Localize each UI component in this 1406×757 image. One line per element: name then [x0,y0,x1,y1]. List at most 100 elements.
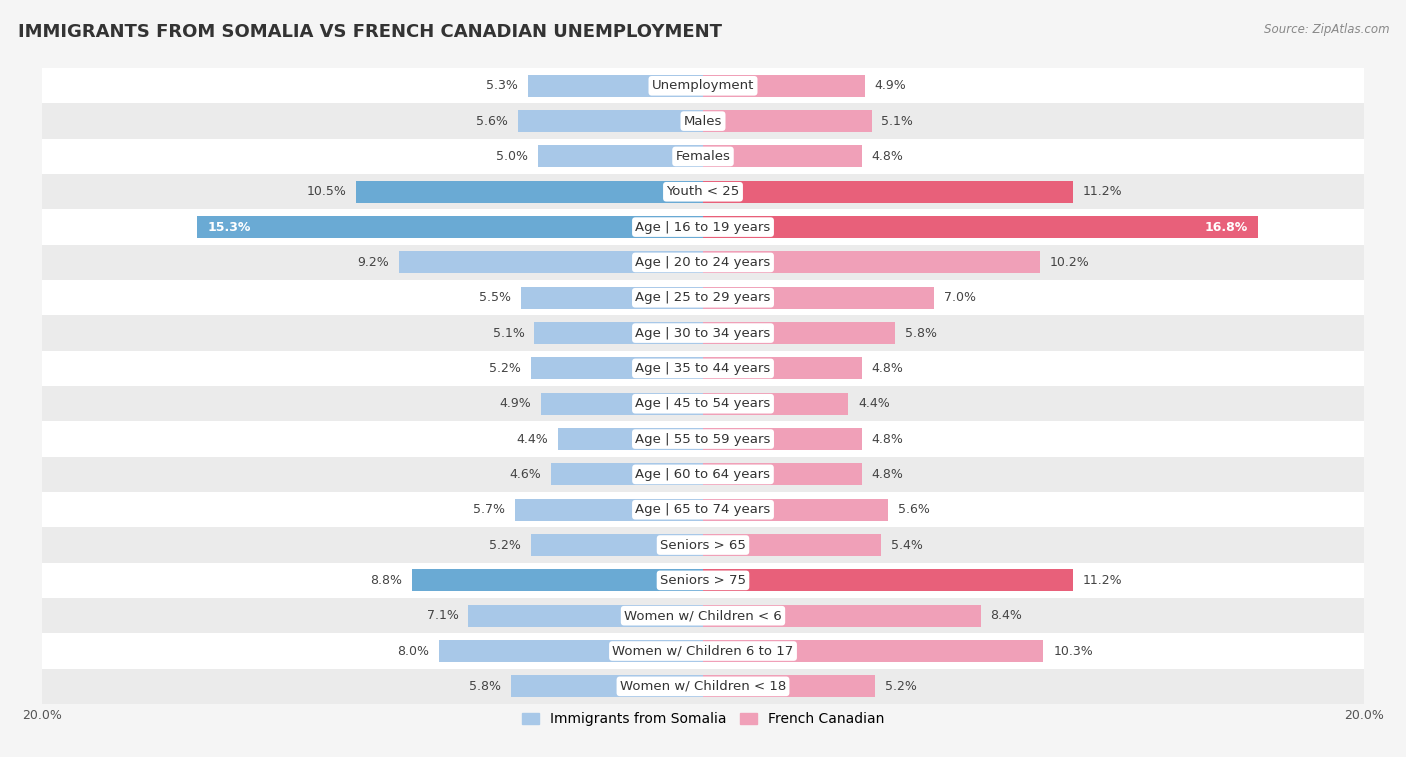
Bar [42,456,1364,492]
Bar [703,251,1040,273]
Bar [703,605,980,627]
Bar [703,499,889,521]
Bar [541,393,703,415]
Text: 10.2%: 10.2% [1050,256,1090,269]
Text: 4.9%: 4.9% [499,397,531,410]
Bar [703,675,875,697]
Bar [42,668,1364,704]
Text: Age | 16 to 19 years: Age | 16 to 19 years [636,220,770,234]
Bar [703,181,1073,203]
Bar [42,174,1364,210]
Bar [522,287,703,309]
Text: Seniors > 65: Seniors > 65 [659,538,747,552]
Text: Age | 45 to 54 years: Age | 45 to 54 years [636,397,770,410]
Bar [42,280,1364,316]
Bar [703,287,934,309]
Bar [42,245,1364,280]
Bar [703,640,1043,662]
Text: Age | 65 to 74 years: Age | 65 to 74 years [636,503,770,516]
Text: 4.4%: 4.4% [858,397,890,410]
Bar [703,357,862,379]
Text: 5.0%: 5.0% [496,150,527,163]
Bar [703,145,862,167]
Bar [512,675,703,697]
Bar [42,528,1364,562]
Bar [42,422,1364,456]
Text: IMMIGRANTS FROM SOMALIA VS FRENCH CANADIAN UNEMPLOYMENT: IMMIGRANTS FROM SOMALIA VS FRENCH CANADI… [18,23,723,41]
Text: 8.4%: 8.4% [990,609,1022,622]
Text: Age | 20 to 24 years: Age | 20 to 24 years [636,256,770,269]
Bar [703,217,1258,238]
Bar [42,634,1364,668]
Bar [537,145,703,167]
Text: 9.2%: 9.2% [357,256,389,269]
Bar [527,75,703,97]
Bar [356,181,703,203]
Text: 5.2%: 5.2% [884,680,917,693]
Bar [703,322,894,344]
Text: 5.5%: 5.5% [479,291,512,304]
Bar [703,569,1073,591]
Text: 5.1%: 5.1% [492,326,524,340]
Bar [703,75,865,97]
Bar [42,316,1364,350]
Bar [531,357,703,379]
Text: 15.3%: 15.3% [207,220,250,234]
Text: Age | 30 to 34 years: Age | 30 to 34 years [636,326,770,340]
Text: Females: Females [675,150,731,163]
Bar [703,393,848,415]
Bar [412,569,703,591]
Bar [42,562,1364,598]
Text: 8.8%: 8.8% [370,574,402,587]
Text: Source: ZipAtlas.com: Source: ZipAtlas.com [1264,23,1389,36]
Text: 4.8%: 4.8% [872,150,904,163]
Text: 5.4%: 5.4% [891,538,924,552]
Bar [42,386,1364,422]
Text: 4.8%: 4.8% [872,432,904,446]
Text: Age | 60 to 64 years: Age | 60 to 64 years [636,468,770,481]
Text: 4.8%: 4.8% [872,468,904,481]
Bar [531,534,703,556]
Text: Youth < 25: Youth < 25 [666,185,740,198]
Bar [42,68,1364,104]
Text: 5.8%: 5.8% [470,680,502,693]
Text: Women w/ Children 6 to 17: Women w/ Children 6 to 17 [613,644,793,658]
Text: 10.5%: 10.5% [307,185,346,198]
Bar [42,350,1364,386]
Bar [558,428,703,450]
Text: 11.2%: 11.2% [1083,185,1122,198]
Text: 11.2%: 11.2% [1083,574,1122,587]
Bar [551,463,703,485]
Bar [534,322,703,344]
Text: Women w/ Children < 6: Women w/ Children < 6 [624,609,782,622]
Bar [42,139,1364,174]
Text: 5.3%: 5.3% [486,79,517,92]
Text: 5.7%: 5.7% [472,503,505,516]
Text: 4.9%: 4.9% [875,79,907,92]
Bar [399,251,703,273]
Text: Age | 35 to 44 years: Age | 35 to 44 years [636,362,770,375]
Text: Males: Males [683,114,723,128]
Text: 4.6%: 4.6% [509,468,541,481]
Legend: Immigrants from Somalia, French Canadian: Immigrants from Somalia, French Canadian [516,707,890,732]
Bar [42,104,1364,139]
Bar [42,598,1364,634]
Text: 7.1%: 7.1% [426,609,458,622]
Text: 7.0%: 7.0% [945,291,976,304]
Bar [42,492,1364,528]
Bar [42,210,1364,245]
Text: Age | 25 to 29 years: Age | 25 to 29 years [636,291,770,304]
Text: 4.4%: 4.4% [516,432,548,446]
Text: 20.0%: 20.0% [1344,709,1384,722]
Bar [515,499,703,521]
Text: 5.6%: 5.6% [477,114,508,128]
Text: Age | 55 to 59 years: Age | 55 to 59 years [636,432,770,446]
Text: 5.6%: 5.6% [898,503,929,516]
Text: 10.3%: 10.3% [1053,644,1092,658]
Text: Women w/ Children < 18: Women w/ Children < 18 [620,680,786,693]
Bar [703,428,862,450]
Text: 5.1%: 5.1% [882,114,914,128]
Bar [703,534,882,556]
Text: Seniors > 75: Seniors > 75 [659,574,747,587]
Bar [468,605,703,627]
